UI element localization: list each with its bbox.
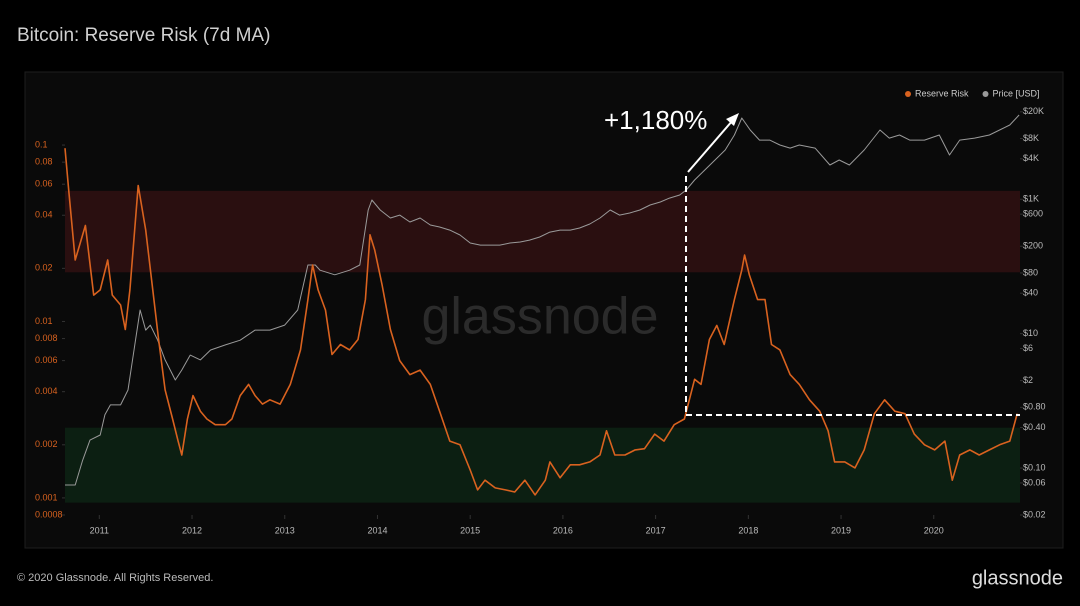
zone bbox=[65, 427, 1020, 503]
y2-tick-label: $600 bbox=[1023, 209, 1043, 219]
legend-label: Reserve Risk bbox=[915, 88, 969, 98]
y-tick-label: 0.001 bbox=[35, 492, 58, 502]
x-tick-label: 2012 bbox=[182, 525, 202, 535]
y2-tick-label: $20K bbox=[1023, 106, 1044, 116]
logo: glassnode bbox=[972, 567, 1063, 589]
zone bbox=[65, 190, 1020, 273]
annotation-text: +1,180% bbox=[604, 105, 707, 135]
annotation-arrow bbox=[687, 119, 734, 173]
x-tick-label: 2016 bbox=[553, 525, 573, 535]
y-tick-label: 0.008 bbox=[35, 333, 58, 343]
y2-tick-label: $4K bbox=[1023, 153, 1039, 163]
y2-tick-label: $6 bbox=[1023, 343, 1033, 353]
x-tick-label: 2020 bbox=[924, 525, 944, 535]
x-tick-label: 2011 bbox=[90, 525, 109, 535]
legend-swatch bbox=[905, 91, 911, 97]
annotation-lines bbox=[685, 176, 1020, 416]
legend-swatch bbox=[982, 91, 989, 97]
legend-label: Price [USD] bbox=[993, 88, 1040, 98]
y-tick-label: 0.01 bbox=[35, 316, 53, 326]
y-tick-label: 0.004 bbox=[35, 386, 58, 396]
y-tick-label: 0.1 bbox=[35, 139, 48, 149]
y2-tick-label: $8K bbox=[1023, 133, 1039, 143]
watermark: glassnode bbox=[421, 288, 658, 346]
y-tick-label: 0.06 bbox=[35, 179, 53, 189]
y-tick-label: 0.02 bbox=[35, 263, 53, 273]
series-line bbox=[65, 114, 1020, 486]
y2-tick-label: $80 bbox=[1023, 267, 1038, 277]
y2-tick-label: $0.06 bbox=[1023, 477, 1046, 487]
legend: Reserve Risk Price [USD] bbox=[905, 88, 1040, 98]
x-tick-label: 2013 bbox=[275, 525, 295, 535]
y-tick-label: 0.006 bbox=[35, 355, 58, 365]
x-tick-label: 2018 bbox=[738, 525, 758, 535]
y2-tick-label: $10 bbox=[1023, 328, 1038, 338]
zones bbox=[65, 190, 1020, 503]
y2-tick-label: $0.40 bbox=[1023, 422, 1046, 432]
y2-tick-label: $0.80 bbox=[1023, 402, 1046, 412]
chart-title: Bitcoin: Reserve Risk (7d MA) bbox=[17, 25, 270, 46]
x-tick-label: 2015 bbox=[460, 525, 480, 535]
y-tick-label: 0.0008 bbox=[35, 509, 63, 519]
y-tick-label: 0.04 bbox=[35, 210, 53, 220]
x-tick-label: 2017 bbox=[646, 525, 666, 535]
x-tick-label: 2019 bbox=[831, 525, 851, 535]
y2-tick-label: $0.10 bbox=[1023, 462, 1046, 472]
arrow-head bbox=[726, 113, 739, 126]
y-tick-label: 0.08 bbox=[35, 157, 53, 167]
y2-tick-label: $40 bbox=[1023, 288, 1038, 298]
y2-tick-label: $0.02 bbox=[1023, 509, 1046, 519]
footer: © 2020 Glassnode. All Rights Reserved. bbox=[17, 572, 213, 584]
y2-tick-label: $1K bbox=[1023, 194, 1039, 204]
y-tick-label: 0.002 bbox=[35, 439, 58, 449]
y2-tick-label: $200 bbox=[1023, 241, 1043, 251]
plot: 0.1 0.08 0.06 0.04 0.02 0.01 0.008 0.006 0.004 0.… bbox=[35, 106, 1046, 535]
x-tick-label: 2014 bbox=[367, 525, 387, 535]
series-line bbox=[64, 148, 1018, 496]
y2-tick-label: $2 bbox=[1023, 375, 1033, 385]
